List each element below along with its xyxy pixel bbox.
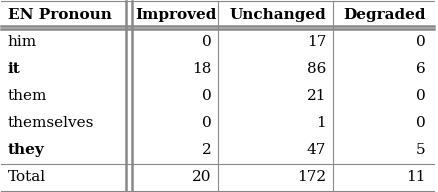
Text: 11: 11 bbox=[406, 170, 426, 184]
Text: 21: 21 bbox=[307, 89, 326, 103]
Text: him: him bbox=[8, 35, 37, 49]
Text: 86: 86 bbox=[307, 62, 326, 76]
Text: Improved: Improved bbox=[135, 8, 216, 22]
Text: Unchanged: Unchanged bbox=[229, 8, 326, 22]
Text: Total: Total bbox=[8, 170, 46, 184]
Text: they: they bbox=[8, 143, 45, 157]
Text: 0: 0 bbox=[201, 116, 212, 130]
Text: 1: 1 bbox=[316, 116, 326, 130]
Text: 5: 5 bbox=[416, 143, 426, 157]
Text: it: it bbox=[8, 62, 21, 76]
Text: 0: 0 bbox=[416, 89, 426, 103]
Text: 17: 17 bbox=[307, 35, 326, 49]
Text: 6: 6 bbox=[416, 62, 426, 76]
Text: them: them bbox=[8, 89, 47, 103]
Text: 2: 2 bbox=[201, 143, 212, 157]
Text: 0: 0 bbox=[201, 89, 212, 103]
Text: 0: 0 bbox=[416, 35, 426, 49]
Text: 47: 47 bbox=[307, 143, 326, 157]
Text: 18: 18 bbox=[192, 62, 212, 76]
Text: EN Pronoun: EN Pronoun bbox=[8, 8, 112, 22]
Text: 0: 0 bbox=[201, 35, 212, 49]
Text: 0: 0 bbox=[416, 116, 426, 130]
Text: 20: 20 bbox=[192, 170, 212, 184]
Text: Degraded: Degraded bbox=[343, 8, 426, 22]
Text: themselves: themselves bbox=[8, 116, 94, 130]
Text: 172: 172 bbox=[297, 170, 326, 184]
